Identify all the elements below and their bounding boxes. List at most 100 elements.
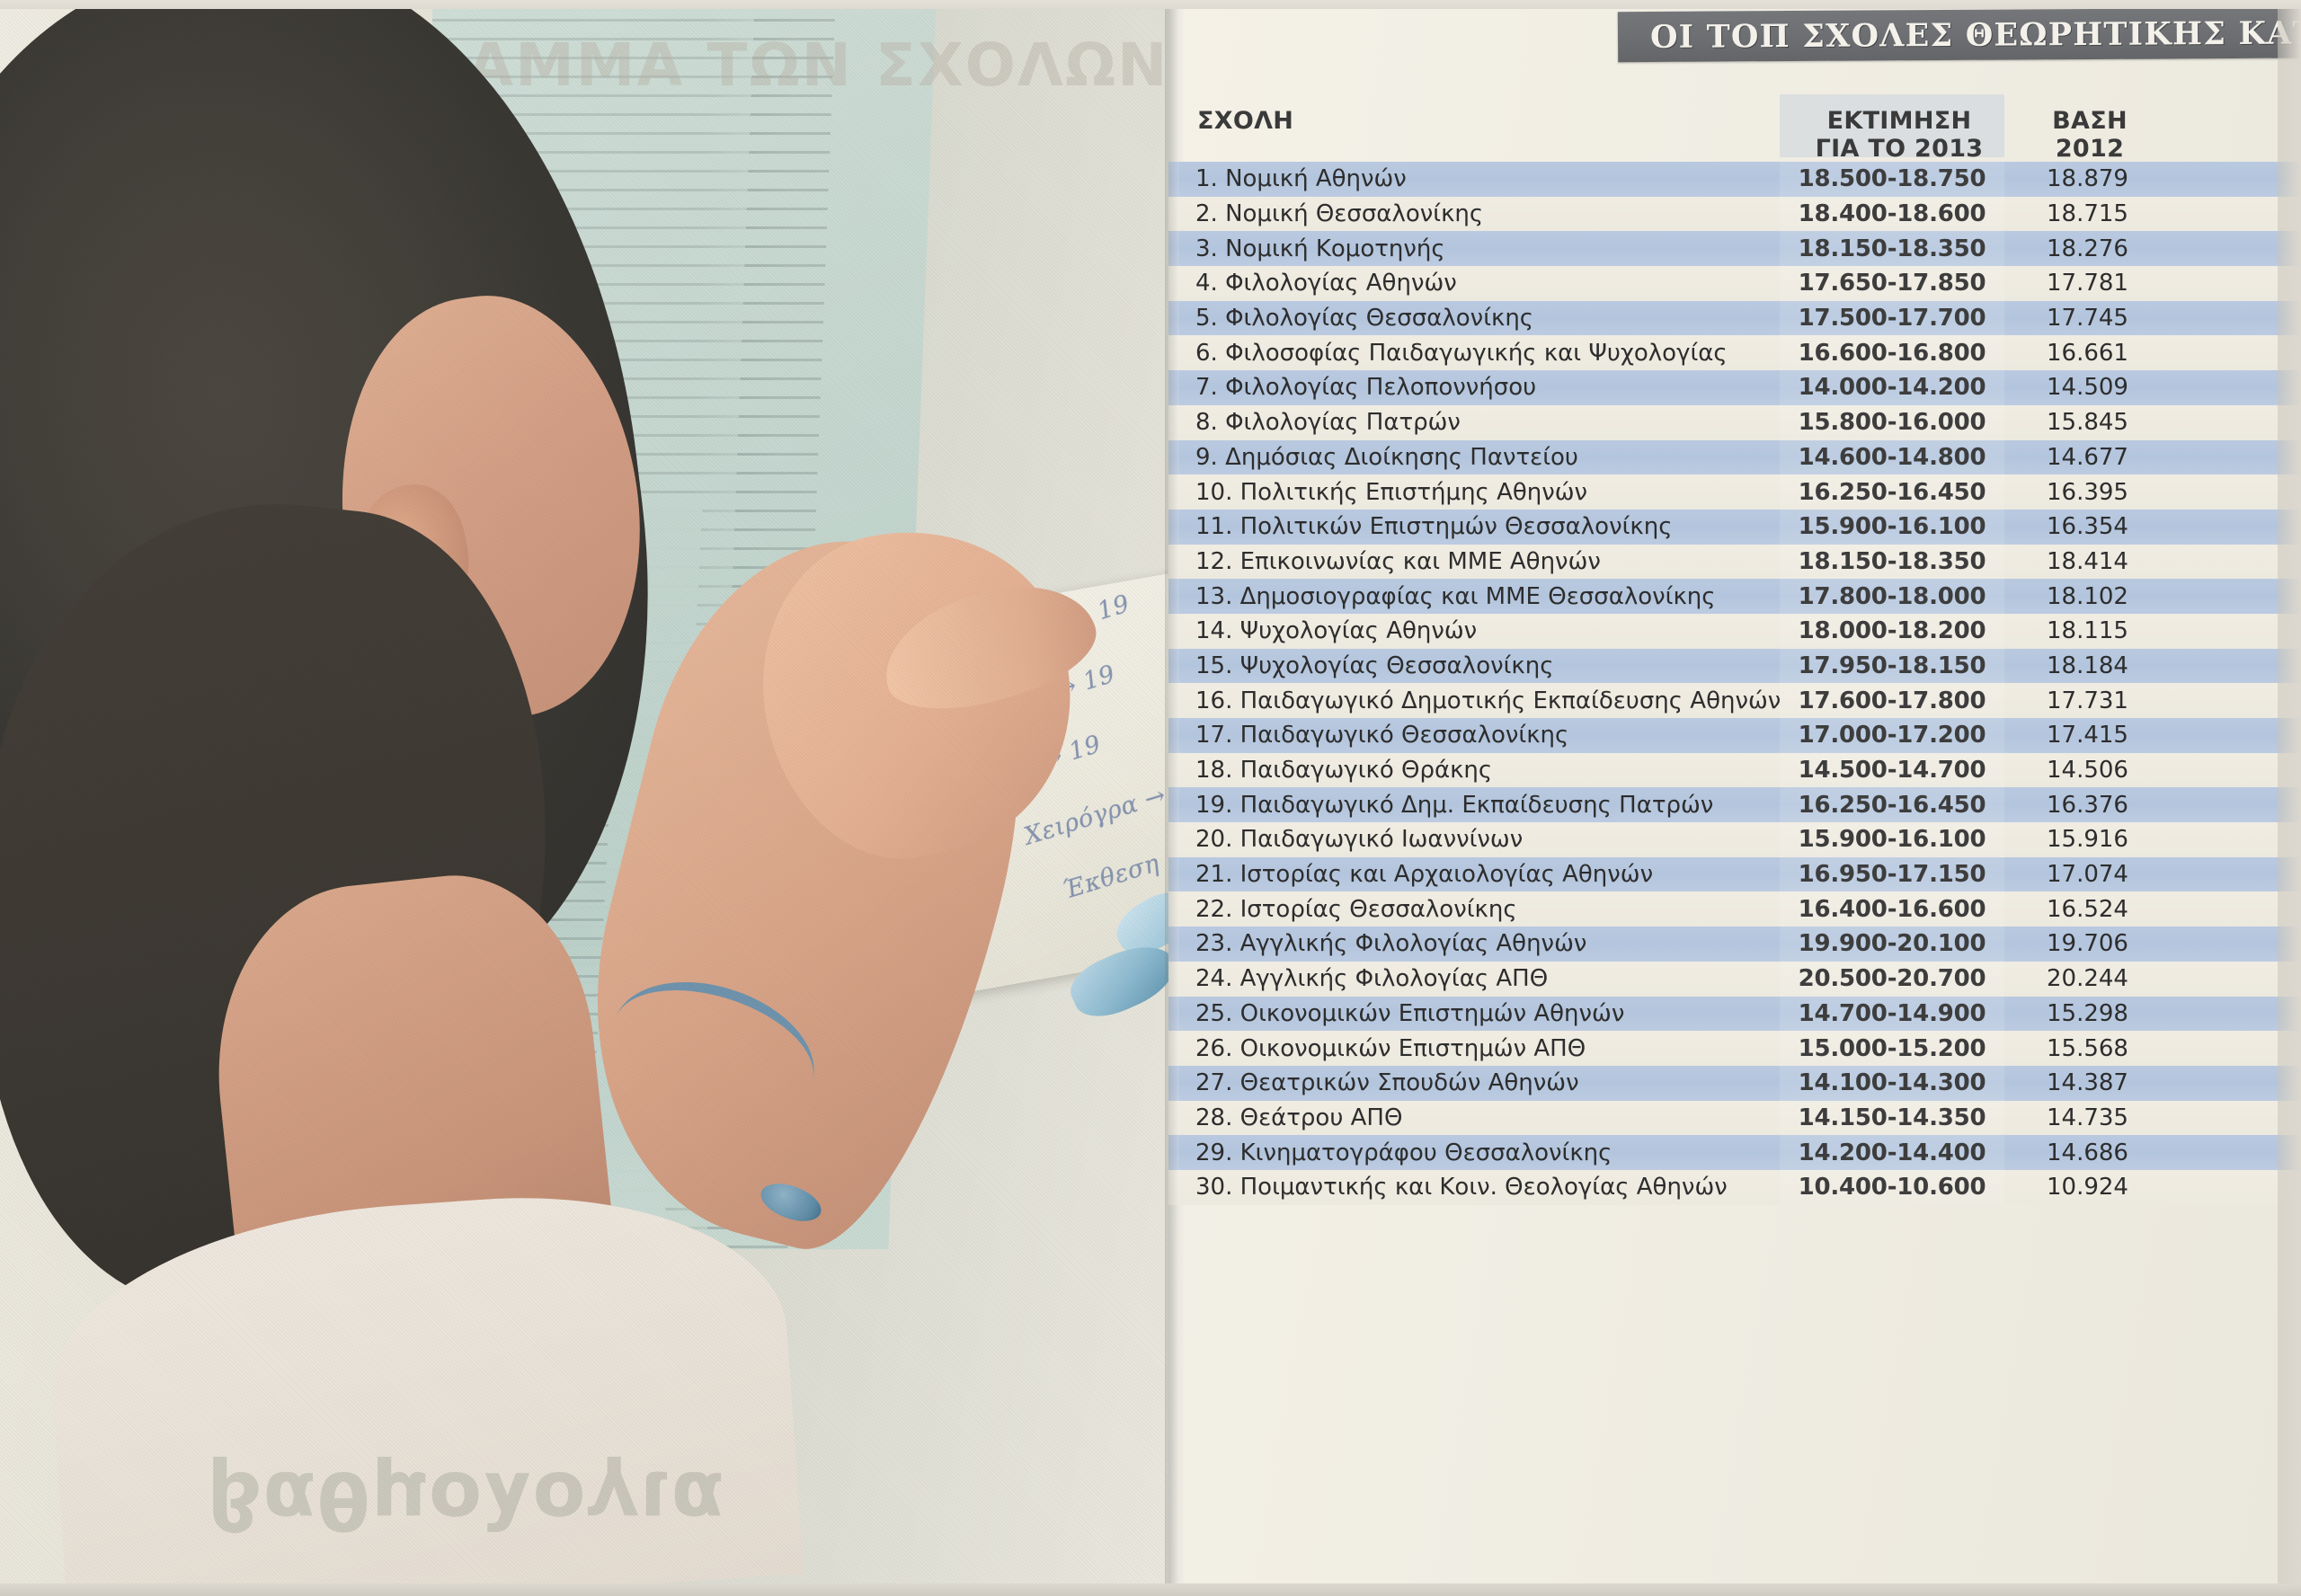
cell-estimate: 10.400-10.600: [1798, 1174, 1986, 1201]
cell-school: 20. Παιδαγωγικό Ιωαννίνων: [1195, 826, 1524, 854]
cell-school: 26. Οικονομικών Επιστημών ΑΠΘ: [1195, 1034, 1586, 1062]
cell-estimate: 15.000-15.200: [1798, 1034, 1986, 1062]
cell-school: 30. Ποιμαντικής και Κοιν. Θεολογίας Αθην…: [1195, 1174, 1728, 1201]
cell-estimate: 17.650-17.850: [1798, 270, 1986, 297]
table-row: 18. Παιδαγωγικό Θράκης 14.500-14.700 14.50…: [1168, 752, 2301, 788]
table-row: 3. Νομική Κομοτηνής 18.150-18.350 18.276: [1168, 231, 2301, 267]
cell-estimate: 16.250-16.450: [1798, 791, 1986, 819]
cell-base: 18.276: [2047, 235, 2128, 262]
column-header-estimate-line1: ΕΚΤΙΜΗΣΗ: [1826, 107, 1972, 135]
cell-base: 17.731: [2047, 687, 2128, 714]
cell-estimate: 17.000-17.200: [1798, 722, 1986, 749]
table-row: 7. Φιλολογίας Πελοποννήσου 14.000-14.200 1…: [1168, 370, 2301, 405]
cell-estimate: 14.700-14.900: [1798, 999, 1986, 1027]
cell-base: 14.735: [2047, 1104, 2128, 1131]
cell-base: 16.661: [2047, 339, 2128, 367]
cell-estimate: 18.150-18.350: [1798, 235, 1986, 262]
cell-school: 21. Ιστορίας και Αρχαιολογίας Αθηνών: [1195, 861, 1654, 889]
table-row: 4. Φιλολογίας Αθηνών 17.650-17.850 17.781: [1168, 266, 2301, 301]
table-column-headers: ΣΧΟΛΗ ΕΚΤΙΜΗΣΗ ΓΙΑ ΤΟ 2013 ΒΑΣΗ 2012: [1168, 94, 2301, 163]
table-row: 27. Θεατρικών Σπουδών Αθηνών 14.100-14.30…: [1168, 1065, 2301, 1101]
page-title: ΟΙ ΤΟΠ ΣΧΟΛΕΣ ΘΕΩΡΗΤΙΚΗΣ ΚΑΤΕΥΘΥΝΣΗΣ: [1649, 13, 2301, 56]
cell-school: 3. Νομική Κομοτηνής: [1195, 235, 1445, 262]
column-header-base-line1: ΒΑΣΗ: [2052, 107, 2128, 135]
cell-base: 15.916: [2047, 826, 2128, 854]
table-row: 29. Κινηματογράφου Θεσσαλονίκης 14.200-14…: [1168, 1135, 2301, 1170]
cell-base: 16.354: [2047, 513, 2128, 541]
table-row: 9. Δημόσιας Διοίκησης Παντείου 14.600-14.…: [1168, 439, 2301, 475]
table-panel: ΟΙ ΤΟΠ ΣΧΟΛΕΣ ΘΕΩΡΗΤΙΚΗΣ ΚΑΤΕΥΘΥΝΣΗΣ ΣΧΟ…: [1168, 0, 2301, 1596]
cell-estimate: 16.400-16.600: [1798, 895, 1986, 923]
cell-school: 15. Ψυχολογίας Θεσσαλονίκης: [1195, 652, 1554, 679]
cell-school: 14. Ψυχολογίας Αθηνών: [1195, 617, 1478, 645]
cell-base: 14.677: [2047, 443, 2128, 471]
cell-estimate: 16.600-16.800: [1798, 339, 1986, 367]
cell-school: 10. Πολιτικής Επιστήμης Αθηνών: [1195, 478, 1588, 506]
cell-school: 19. Παιδαγωγικό Δημ. Εκπαίδευσης Πατρών: [1195, 791, 1714, 819]
cell-school: 24. Αγγλικής Φιλολογίας ΑΠΘ: [1195, 965, 1549, 993]
column-header-estimate: ΕΚΤΙΜΗΣΗ ΓΙΑ ΤΟ 2013: [1796, 107, 2003, 163]
cell-school: 18. Παιδαγωγικό Θράκης: [1195, 757, 1493, 785]
cell-estimate: 17.950-18.150: [1798, 652, 1986, 679]
cell-school: 2. Νομική Θεσσαλονίκης: [1195, 200, 1484, 228]
cell-base: 15.298: [2047, 999, 2128, 1027]
cell-estimate: 14.100-14.300: [1798, 1069, 1986, 1097]
cell-base: 15.845: [2047, 409, 2128, 437]
cell-school: 5. Φιλολογίας Θεσσαλονίκης: [1195, 305, 1534, 332]
table-row: 16. Παιδαγωγικό Δημοτικής Εκπαίδευσης Αθ…: [1168, 683, 2301, 718]
table-row: 30. Ποιμαντικής και Κοιν. Θεολογίας Αθην…: [1168, 1169, 2301, 1205]
estimate-column-shade: [1780, 94, 2004, 157]
cell-base: 16.395: [2047, 478, 2128, 506]
cell-school: 9. Δημόσιας Διοίκησης Παντείου: [1195, 443, 1578, 471]
table-row: 17. Παιδαγωγικό Θεσσαλονίκης 17.000-17.20…: [1168, 718, 2301, 753]
column-header-estimate-line2: ΓΙΑ ΤΟ 2013: [1815, 135, 1984, 163]
cell-school: 23. Αγγλικής Φιλολογίας Αθηνών: [1195, 930, 1587, 958]
cell-estimate: 18.150-18.350: [1798, 547, 1986, 575]
table-row: 14. Ψυχολογίας Αθηνών 18.000-18.200 18.115: [1168, 613, 2301, 649]
column-header-base: ΒΑΣΗ 2012: [2013, 107, 2166, 163]
table-row: 23. Αγγλικής Φιλολογίας Αθηνών 19.900-20.…: [1168, 927, 2301, 962]
cell-estimate: 17.800-18.000: [1798, 582, 1986, 610]
cell-estimate: 18.000-18.200: [1798, 617, 1986, 645]
table-row: 10. Πολιτικής Επιστήμης Αθηνών 16.250-16.…: [1168, 474, 2301, 510]
table-row: 11. Πολιτικών Επιστημών Θεσσαλονίκης 15.9…: [1168, 509, 2301, 545]
cell-base: 17.074: [2047, 861, 2128, 889]
cell-estimate: 17.600-17.800: [1798, 687, 1986, 714]
cell-estimate: 14.150-14.350: [1798, 1104, 1986, 1131]
cell-school: 6. Φιλοσοφίας Παιδαγωγικής και Ψυχολογία…: [1195, 339, 1728, 367]
handwritten-note-4: Χειρόγρα →: [1020, 781, 1169, 851]
cell-base: 18.879: [2047, 165, 2128, 193]
column-header-school: ΣΧΟΛΗ: [1197, 107, 1294, 135]
cell-base: 15.568: [2047, 1034, 2128, 1062]
cell-school: 4. Φιλολογίας Αθηνών: [1195, 270, 1457, 297]
cell-estimate: 15.900-16.100: [1798, 513, 1986, 541]
cell-school: 25. Οικονομικών Επιστημών Αθηνών: [1195, 999, 1625, 1027]
table-row: 8. Φιλολογίας Πατρών 15.800-16.000 15.845: [1168, 404, 2301, 440]
handwritten-note-5: Έκθεση: [1059, 848, 1163, 905]
cell-school: 11. Πολιτικών Επιστημών Θεσσαλονίκης: [1195, 513, 1673, 541]
table-row: 19. Παιδαγωγικό Δημ. Εκπαίδευσης Πατρών 1…: [1168, 787, 2301, 823]
cell-base: 14.686: [2047, 1139, 2128, 1166]
cell-school: 27. Θεατρικών Σπουδών Αθηνών: [1195, 1069, 1579, 1097]
cell-base: 19.706: [2047, 930, 2128, 958]
table-title-bar: ΟΙ ΤΟΠ ΣΧΟΛΕΣ ΘΕΩΡΗΤΙΚΗΣ ΚΑΤΕΥΘΥΝΣΗΣ: [1617, 5, 2301, 63]
table-row: 21. Ιστορίας και Αρχαιολογίας Αθηνών 16.9…: [1168, 856, 2301, 892]
cell-school: 1. Νομική Αθηνών: [1195, 165, 1407, 193]
newspaper-photo: ΑΜΜΑ ΤΩΝ ΣΧΟΛΩΝ ΟΙ ΤΟΠ ΣΧΟΛΕΣ Αρχαία Ελλ…: [0, 0, 1218, 1596]
cell-school: 29. Κινηματογράφου Θεσσαλονίκης: [1195, 1139, 1612, 1166]
cell-base: 17.781: [2047, 270, 2128, 297]
cell-estimate: 18.400-18.600: [1798, 200, 1986, 228]
cell-base: 10.924: [2047, 1174, 2128, 1201]
table-row: 20. Παιδαγωγικό Ιωαννίνων 15.900-16.100 15…: [1168, 822, 2301, 857]
cell-base: 18.414: [2047, 547, 2128, 575]
cell-base: 18.115: [2047, 617, 2128, 645]
cell-estimate: 15.800-16.000: [1798, 409, 1986, 437]
cell-school: 28. Θεάτρου ΑΠΘ: [1195, 1104, 1403, 1131]
cell-base: 18.102: [2047, 582, 2128, 610]
cell-base: 20.244: [2047, 965, 2128, 993]
cell-school: 8. Φιλολογίας Πατρών: [1195, 409, 1461, 437]
ghost-headline-bottom: βαθμολογια: [207, 1454, 725, 1544]
cell-school: 17. Παιδαγωγικό Θεσσαλονίκης: [1195, 722, 1569, 749]
cell-estimate: 17.500-17.700: [1798, 305, 1986, 332]
